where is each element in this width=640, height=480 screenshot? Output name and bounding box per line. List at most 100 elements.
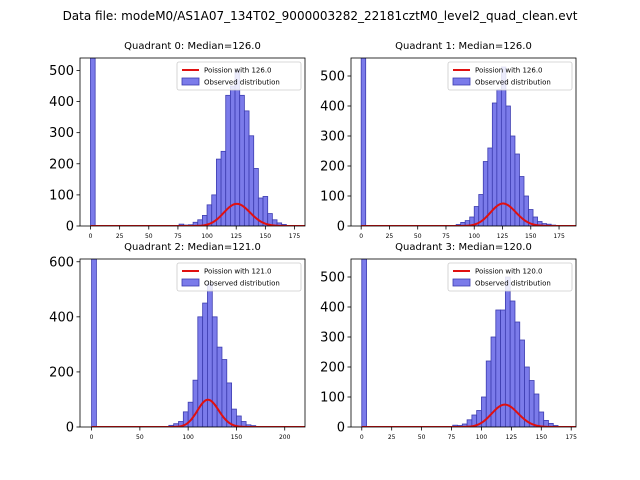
legend-box: [447, 262, 573, 292]
y-tick-label: 400: [49, 95, 74, 110]
y-tick-label: 400: [320, 301, 345, 316]
legend-box: [176, 61, 302, 91]
x-tick-label: 150: [260, 233, 272, 240]
legend: Poission with 126.0 Observed distribution: [447, 61, 573, 91]
histogram-bar: [253, 168, 259, 226]
x-tick-label: 0: [359, 233, 363, 240]
y-tick-label: 600: [49, 255, 74, 270]
y-tick-label: 200: [49, 365, 74, 380]
y-tick-label: 0: [337, 220, 345, 235]
x-tick-label: 100: [201, 233, 213, 240]
panels: 0 25 50 75 100 125 150 1750100200300400500Quadr…: [49, 41, 577, 441]
legend-label: Observed distribution: [204, 79, 280, 87]
y-tick-label: 200: [49, 157, 74, 172]
x-tick-label: 200: [279, 434, 291, 441]
legend: Poission with 126.0 Observed distribution: [176, 61, 302, 91]
x-tick-label: 175: [553, 233, 565, 240]
x-tick-label: 0: [360, 434, 364, 441]
histogram-bar: [207, 283, 213, 427]
x-tick-label: 100: [182, 434, 194, 441]
legend-label: Observed distribution: [475, 79, 551, 87]
y-tick-label: 300: [49, 126, 74, 141]
y-tick-label: 500: [49, 64, 74, 79]
legend-bar-swatch: [181, 278, 200, 287]
x-tick-label: 25: [388, 434, 396, 441]
x-tick-label: 150: [525, 233, 537, 240]
quadrant-2-title: Quadrant 2: Median=121.0: [124, 242, 261, 253]
x-tick-label: 125: [497, 233, 509, 240]
histogram-bar: [360, 58, 367, 226]
x-tick-label: 0: [90, 434, 94, 441]
y-tick-label: 500: [320, 271, 345, 286]
legend-box: [176, 262, 302, 292]
x-tick-label: 75: [442, 233, 450, 240]
x-tick-label: 25: [386, 233, 394, 240]
histogram-bar: [90, 58, 96, 226]
quadrant-1-chart: 0 25 50 75 100 125 150 175 0 100 200 300 400 500 Quadr…: [320, 41, 577, 240]
legend: Poission with 121.0 Observed distribution: [176, 262, 302, 292]
histogram-bar: [234, 70, 241, 226]
histogram-bar: [533, 393, 540, 427]
axes-frame: [79, 258, 306, 428]
quadrant-0-title: Quadrant 0: Median=126.0: [124, 41, 261, 52]
x-tick-label: 150: [536, 434, 548, 441]
y-tick-label: 300: [320, 331, 345, 346]
histogram-bar: [91, 259, 97, 427]
x-tick-label: 50: [418, 434, 426, 441]
legend-bar-swatch: [181, 77, 200, 86]
histogram-bar: [211, 316, 218, 427]
y-tick-label: 400: [49, 310, 74, 325]
histogram-bar: [528, 380, 535, 427]
legend-label: Poission with 121.0: [204, 268, 272, 276]
y-tick-label: 0: [337, 421, 345, 436]
histogram-bar: [202, 302, 208, 427]
histogram-bar: [192, 379, 199, 427]
x-tick-label: 175: [289, 233, 301, 240]
y-tick-label: 100: [320, 190, 345, 205]
y-tick-label: 500: [320, 70, 345, 85]
legend-label: Poission with 120.0: [475, 268, 543, 276]
axes-frame: [350, 57, 577, 227]
histogram-bar: [524, 366, 530, 427]
x-tick-label: 100: [469, 233, 481, 240]
x-tick-label: 75: [448, 434, 456, 441]
quadrant-0-plot-area: [90, 58, 305, 226]
histogram-bar: [262, 196, 269, 226]
x-tick-label: 50: [136, 434, 144, 441]
legend-label: Observed distribution: [204, 280, 280, 288]
figure-suptitle: Data file: modeM0/AS1A07_134T02_90000032…: [63, 9, 578, 23]
x-tick-label: 75: [174, 233, 182, 240]
histogram-bar: [538, 411, 545, 427]
legend-label: Poission with 126.0: [204, 67, 272, 75]
poisson-curve: [91, 398, 305, 427]
y-tick-label: 200: [320, 160, 345, 175]
axes-frame: [350, 258, 577, 428]
x-tick-label: 125: [230, 233, 242, 240]
quadrant-1-title: Quadrant 1: Median=126.0: [395, 41, 532, 52]
y-tick-label: 200: [320, 361, 345, 376]
quadrant-3-chart: 0 25 50 75 100 125 150 175 0 100 200 300 400 500 Quadr…: [320, 242, 577, 441]
legend-bar-swatch: [452, 77, 471, 86]
axes-frame: [79, 57, 306, 227]
quadrant-2-chart: 0 50 100 150 200 0 200 400 600 Quadrant 2: Median…: [49, 242, 306, 441]
x-tick-label: 25: [116, 233, 124, 240]
legend-box: [447, 61, 573, 91]
x-tick-label: 50: [145, 233, 153, 240]
y-tick-label: 400: [320, 100, 345, 115]
legend: Poission with 120.0 Observed distribution: [447, 262, 573, 292]
quadrant-3-plot-area: [361, 259, 576, 427]
legend-label: Poission with 126.0: [475, 67, 543, 75]
legend-bar-swatch: [452, 278, 471, 287]
histogram-bar: [500, 66, 507, 226]
x-tick-label: 150: [231, 434, 243, 441]
legend-label: Observed distribution: [475, 280, 551, 288]
x-tick-label: 175: [565, 434, 577, 441]
x-tick-label: 100: [476, 434, 488, 441]
histogram-bar: [505, 105, 511, 226]
histogram-bar: [361, 259, 367, 427]
y-tick-label: 0: [66, 421, 74, 436]
y-tick-label: 300: [320, 130, 345, 145]
y-tick-label: 0: [66, 220, 74, 235]
quadrant-3-title: Quadrant 3: Median=120.0: [395, 242, 532, 253]
